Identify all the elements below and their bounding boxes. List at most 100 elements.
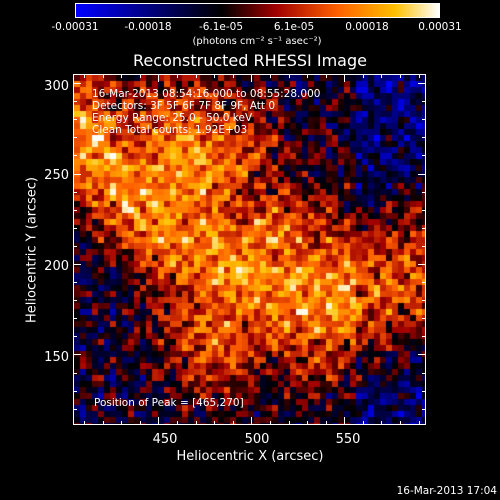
colorbar (75, 3, 440, 18)
tick-mark (73, 372, 77, 374)
tick-mark (121, 74, 123, 78)
x-tick-450: 450 (152, 432, 178, 447)
tick-mark (418, 421, 420, 425)
tick-mark (177, 74, 179, 78)
tick-mark (73, 83, 77, 85)
tick-mark (422, 300, 426, 302)
tick-mark (73, 390, 77, 392)
tick-mark (288, 74, 290, 78)
tick-mark (418, 74, 420, 78)
tick-mark (344, 421, 346, 425)
overlay-energy-range: Energy Range: 25.0 - 50.0 keV (92, 112, 253, 124)
tick-mark (73, 227, 77, 229)
tick-mark (422, 191, 426, 193)
tick-mark (158, 421, 160, 425)
tick-mark (73, 263, 81, 265)
tick-mark (251, 421, 253, 425)
tick-mark (73, 137, 77, 139)
colorbar-label: 0.00018 (345, 21, 389, 33)
tick-mark (232, 421, 234, 425)
tick-mark (73, 173, 81, 175)
tick-mark (214, 421, 216, 425)
tick-mark (73, 300, 77, 302)
tick-mark (73, 408, 77, 410)
tick-mark (422, 83, 426, 85)
x-tick-500: 500 (244, 432, 270, 447)
tick-mark (422, 263, 426, 265)
tick-mark (73, 282, 77, 284)
tick-mark (84, 421, 86, 425)
tick-mark (139, 421, 141, 425)
colorbar-label: 0.00031 (418, 21, 462, 33)
tick-mark (381, 74, 383, 78)
tick-mark (73, 191, 77, 193)
image-plot-area: 16-Mar-2013 08:54:16.000 to 08:55:28.000… (73, 74, 426, 425)
tick-mark (344, 74, 346, 78)
image-title: Reconstructed RHESSI Image (133, 51, 367, 70)
overlay-detectors: Detectors: 3F 5F 6F 7F 8F 9F, Att 0 (92, 100, 276, 112)
tick-mark (422, 390, 426, 392)
overlay-peak-position: Position of Peak = [465,270] (94, 397, 244, 409)
tick-mark (121, 421, 123, 425)
colorbar-label: -6.1e-05 (198, 21, 244, 33)
tick-mark (422, 408, 426, 410)
tick-mark (73, 155, 77, 157)
tick-mark (214, 74, 216, 78)
tick-mark (73, 336, 77, 338)
rhessi-image-map (74, 75, 425, 424)
tick-mark (399, 74, 401, 78)
tick-mark (422, 245, 426, 247)
tick-mark (73, 245, 77, 247)
tick-mark (73, 263, 77, 265)
tick-mark (422, 101, 426, 103)
y-tick-300: 300 (44, 79, 69, 94)
y-tick-250: 250 (44, 168, 69, 183)
tick-mark (422, 137, 426, 139)
footer-timestamp: 16-Mar-2013 17:04 (396, 485, 497, 497)
colorbar-label: 6.1e-05 (273, 21, 315, 33)
tick-mark (73, 209, 77, 211)
tick-mark (102, 74, 104, 78)
tick-mark (422, 227, 426, 229)
tick-mark (158, 74, 160, 82)
tick-mark (422, 119, 426, 121)
y-axis-label: Heliocentric Y (arcsec) (24, 177, 40, 323)
tick-mark (195, 421, 197, 425)
tick-mark (325, 74, 327, 78)
tick-mark (102, 421, 104, 425)
tick-mark (73, 318, 77, 320)
tick-mark (399, 421, 401, 425)
tick-mark (73, 354, 81, 356)
tick-mark (73, 83, 81, 85)
tick-mark (422, 155, 426, 157)
colorbar-units: (photons cm⁻² s⁻¹ asec⁻²) (192, 36, 322, 47)
y-tick-200: 200 (44, 259, 69, 274)
tick-mark (307, 421, 309, 425)
colorbar-label: -0.00031 (51, 21, 99, 33)
tick-mark (422, 173, 426, 175)
overlay-clean-counts: Clean Total counts: 1.92E+03 (92, 124, 248, 136)
y-tick-150: 150 (44, 350, 69, 365)
tick-mark (362, 74, 364, 78)
tick-mark (84, 74, 86, 78)
tick-mark (251, 74, 253, 82)
tick-mark (73, 354, 77, 356)
tick-mark (269, 421, 271, 425)
x-tick-550: 550 (335, 432, 361, 447)
tick-mark (73, 119, 77, 121)
tick-mark (344, 74, 346, 82)
tick-mark (422, 282, 426, 284)
overlay-time-range: 16-Mar-2013 08:54:16.000 to 08:55:28.000 (92, 88, 321, 100)
x-axis-label: Heliocentric X (arcsec) (176, 449, 324, 464)
tick-mark (325, 421, 327, 425)
tick-mark (307, 74, 309, 78)
tick-mark (139, 74, 141, 78)
tick-mark (195, 74, 197, 78)
tick-mark (362, 421, 364, 425)
tick-mark (422, 336, 426, 338)
tick-mark (251, 74, 253, 78)
tick-mark (381, 421, 383, 425)
tick-mark (73, 173, 77, 175)
tick-mark (269, 74, 271, 78)
tick-mark (288, 421, 290, 425)
